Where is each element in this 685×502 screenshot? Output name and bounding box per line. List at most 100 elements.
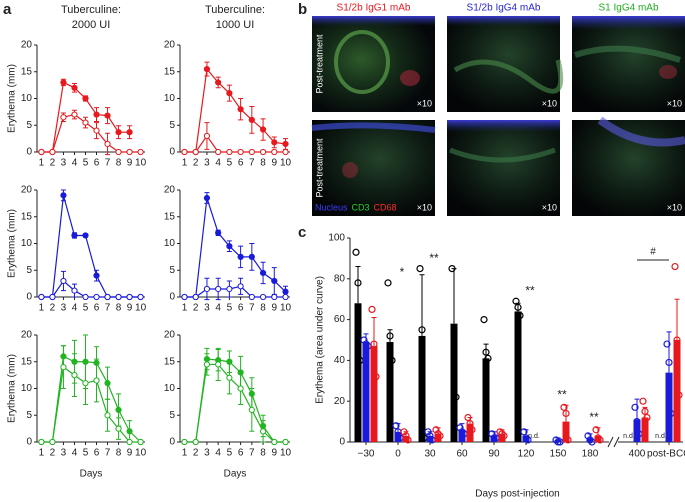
- chart-title: Tuberculine:: [61, 4, 121, 16]
- x-tick-label: 1: [39, 303, 45, 314]
- data-point: [368, 305, 376, 313]
- axis-line: [179, 45, 290, 153]
- data-point: [115, 129, 122, 136]
- bar: [522, 435, 530, 442]
- row-label: Post-treatment: [314, 138, 324, 198]
- data-point: [384, 279, 392, 287]
- data-point: [115, 425, 122, 432]
- data-point: [564, 436, 572, 444]
- stain-label: CD68: [374, 202, 397, 212]
- data-point: [60, 277, 67, 285]
- y-tick-label: 15: [164, 356, 176, 367]
- y-tick-label: 0: [339, 437, 345, 448]
- series-line: [184, 285, 286, 298]
- series-line: [41, 195, 141, 298]
- bar: [562, 421, 570, 442]
- data-point: [259, 269, 267, 277]
- data-point: [282, 288, 289, 295]
- data-point: [524, 436, 532, 444]
- data-point: [416, 265, 424, 273]
- data-point: [271, 438, 278, 446]
- bar: [641, 417, 649, 442]
- y-tick-label: 20: [21, 40, 33, 51]
- data-point: [484, 354, 492, 362]
- annotation: n.d.: [655, 433, 667, 440]
- data-point: [466, 420, 474, 428]
- x-tick-label: 6: [238, 448, 244, 459]
- data-point: [71, 372, 78, 379]
- magnification: ×10: [542, 98, 557, 108]
- data-point: [458, 428, 466, 436]
- x-axis-label: Days: [224, 469, 247, 480]
- data-point: [215, 285, 222, 293]
- x-tick-label: 90: [488, 449, 500, 460]
- data-point: [115, 293, 122, 301]
- x-tick-label: 10: [280, 158, 292, 169]
- data-point: [226, 285, 233, 293]
- y-tick-label: 10: [21, 93, 33, 104]
- y-tick-label: 40: [334, 355, 346, 366]
- micrograph: [572, 116, 685, 216]
- bar: [450, 323, 458, 442]
- data-point: [60, 114, 67, 121]
- bar: [354, 303, 362, 442]
- y-tick-label: 0: [26, 147, 32, 158]
- data-point: [49, 293, 56, 301]
- x-tick-label: 180: [582, 449, 599, 460]
- data-point: [516, 311, 524, 320]
- x-tick-label: 5: [227, 448, 233, 459]
- data-point: [370, 340, 378, 348]
- data-point: [259, 293, 267, 301]
- data-point: [663, 340, 671, 348]
- x-tick-label: post-BCG: [647, 449, 685, 460]
- data-point: [392, 422, 400, 430]
- axis-line: [36, 45, 145, 153]
- data-point: [675, 391, 683, 399]
- series-line: [41, 113, 141, 153]
- x-tick-label: 9: [127, 303, 133, 314]
- annotation: **: [429, 251, 439, 265]
- bar: [594, 435, 602, 442]
- x-tick-label: 2: [193, 303, 199, 314]
- data-point: [49, 148, 56, 156]
- data-point: [248, 148, 255, 156]
- data-point: [181, 438, 188, 446]
- y-tick-label: 5: [169, 410, 175, 421]
- data-point: [71, 287, 78, 294]
- data-point: [584, 432, 592, 440]
- x-tick-label: 120: [518, 449, 535, 460]
- x-tick-label: 4: [215, 158, 221, 169]
- data-point: [259, 148, 267, 156]
- data-point: [71, 84, 78, 91]
- y-tick-label: 0: [169, 147, 175, 158]
- data-point: [126, 428, 133, 435]
- micrograph-panel: [311, 16, 685, 216]
- y-axis-label: Erythema (mm): [7, 64, 18, 133]
- x-tick-label: 1: [39, 158, 45, 169]
- x-tick-label: 2: [193, 448, 199, 459]
- bar: [490, 435, 498, 442]
- x-tick-label: 8: [260, 303, 266, 314]
- data-point: [498, 430, 506, 438]
- y-tick-label: 15: [164, 211, 176, 222]
- y-tick-label: 60: [334, 314, 346, 325]
- y-tick-label: 0: [169, 437, 175, 448]
- y-tick-label: 20: [21, 330, 33, 341]
- data-point: [432, 426, 440, 434]
- x-tick-label: 10: [280, 303, 292, 314]
- data-point: [237, 253, 244, 260]
- data-point: [203, 194, 211, 202]
- data-point: [181, 293, 188, 301]
- x-tick-label: 9: [272, 303, 278, 314]
- data-point: [562, 409, 570, 418]
- data-point: [596, 436, 604, 444]
- data-point: [456, 424, 464, 432]
- x-tick-label: 4: [72, 303, 78, 314]
- x-tick-label: 3: [204, 448, 210, 459]
- magnification: ×10: [667, 202, 682, 212]
- series-line: [41, 280, 141, 298]
- y-tick-label: 15: [21, 66, 33, 77]
- y-axis-label: Erythema (area under curve): [315, 276, 326, 404]
- y-tick-label: 10: [164, 383, 176, 394]
- x-tick-label: 60: [456, 449, 468, 460]
